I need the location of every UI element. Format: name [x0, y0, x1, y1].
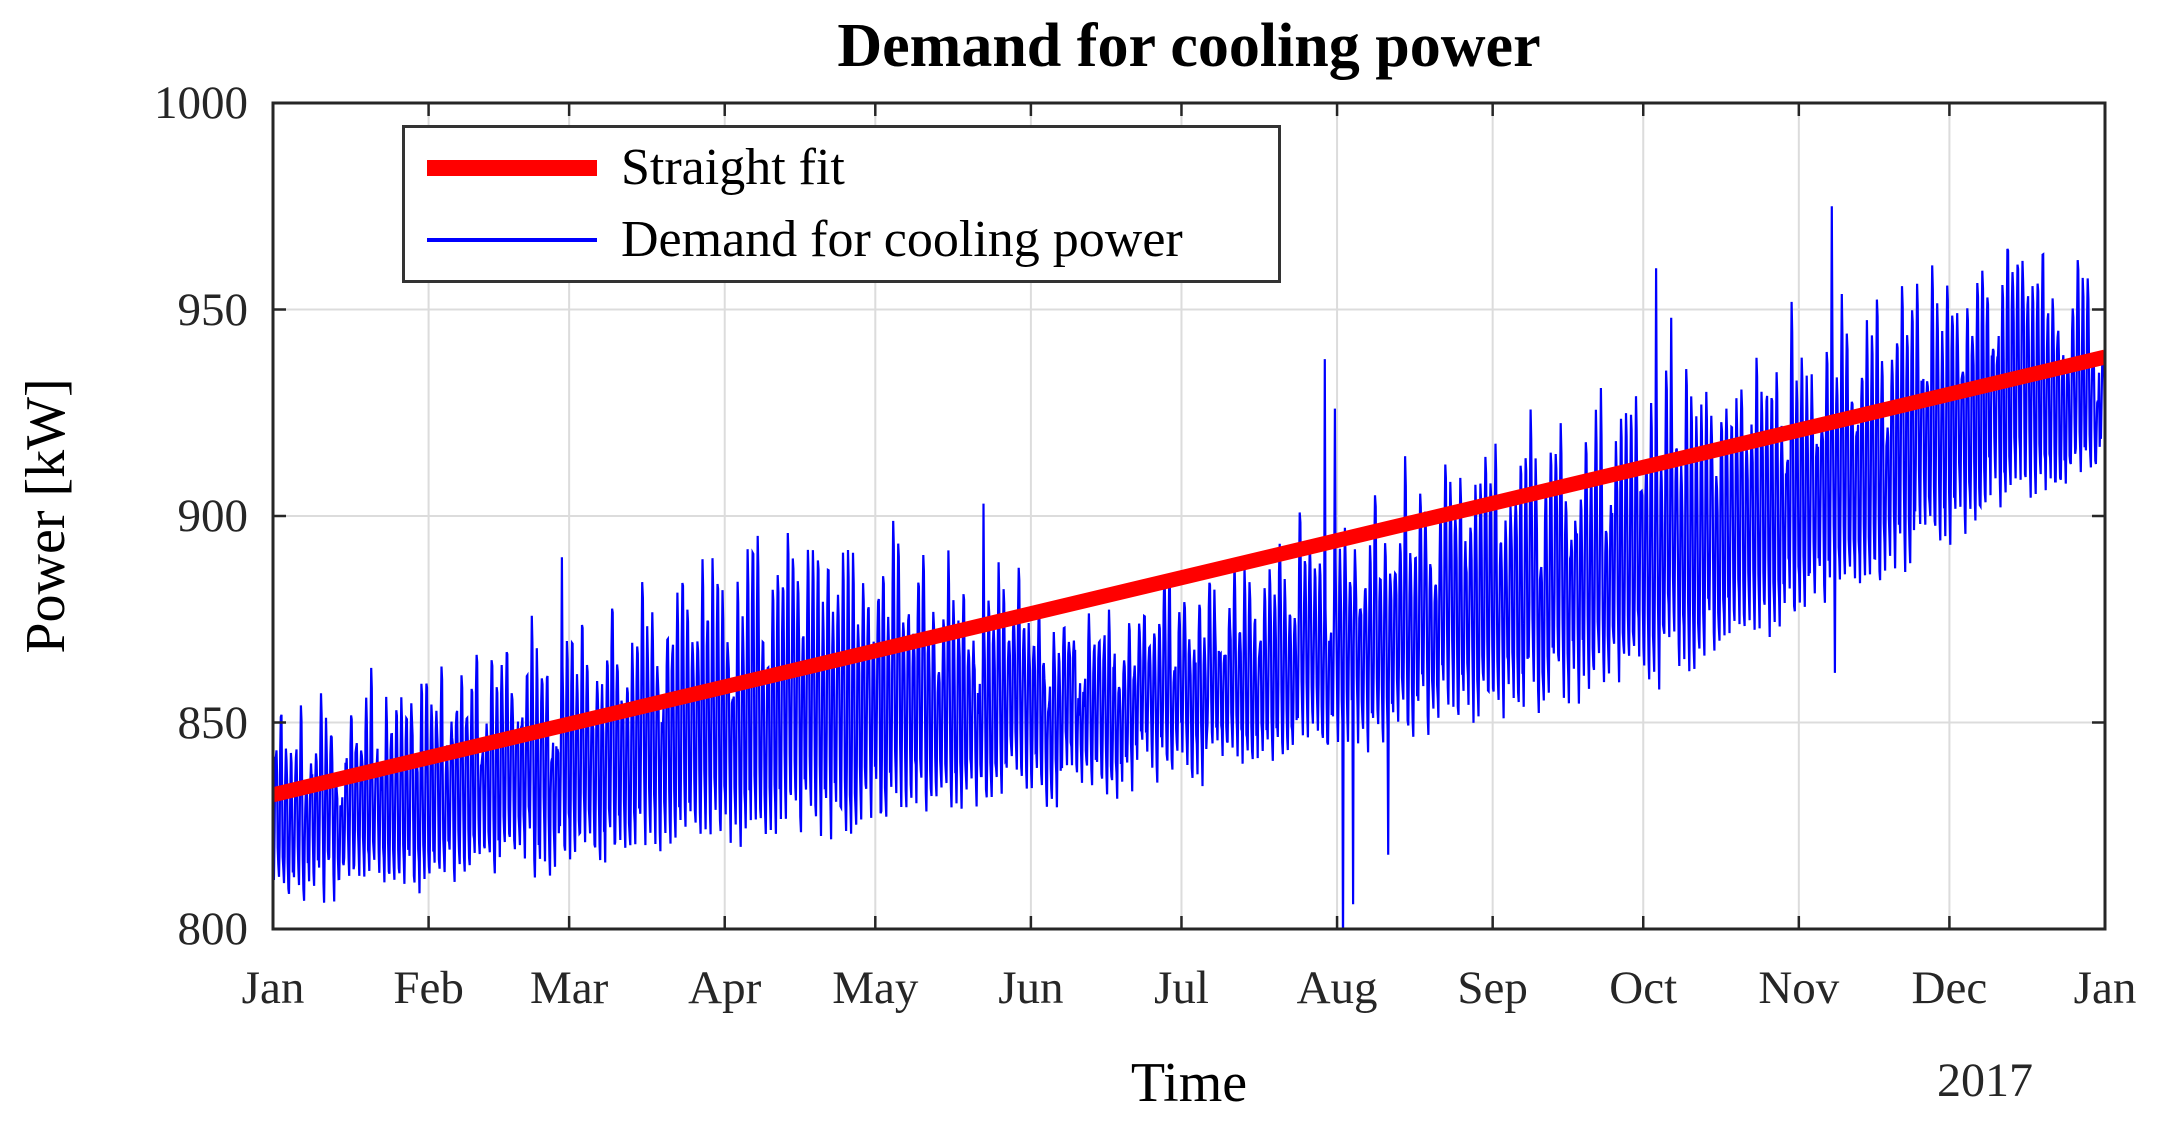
x-tick-label: Sep: [1457, 962, 1528, 1014]
x-axis-year-label: 2017: [1937, 1054, 2033, 1107]
y-tick-label: 800: [177, 903, 249, 955]
x-tick-label: May: [832, 962, 919, 1014]
x-tick-label: Oct: [1609, 962, 1678, 1014]
legend-item-straight-fit: Straight fit: [427, 137, 1278, 199]
x-tick-label: Jul: [1154, 962, 1209, 1014]
legend: Straight fit Demand for cooling power: [402, 125, 1281, 283]
y-tick-label: 950: [177, 283, 249, 336]
demand-series-line: [273, 206, 2105, 929]
legend-label-straight-fit: Straight fit: [621, 139, 845, 197]
legend-swatch-straight-fit: [427, 160, 597, 177]
y-tick-label: 850: [177, 696, 249, 749]
chart-title: Demand for cooling power: [837, 12, 1541, 80]
x-tick-label: Nov: [1758, 962, 1840, 1014]
y-tick-label: 1000: [154, 77, 248, 129]
x-axis-label: Time: [1130, 1052, 1248, 1114]
x-tick-label: Aug: [1296, 962, 1378, 1014]
x-tick-label: Apr: [688, 962, 762, 1014]
straight-fit-line: [273, 349, 2105, 803]
x-tick-label: Mar: [529, 962, 609, 1014]
y-tick-label: 900: [177, 490, 249, 542]
x-tick-label: Feb: [393, 962, 464, 1014]
x-tick-label: Dec: [1911, 962, 1988, 1014]
legend-label-demand: Demand for cooling power: [621, 210, 1183, 268]
x-tick-label: Jan: [241, 962, 305, 1014]
legend-item-demand: Demand for cooling power: [427, 209, 1278, 271]
x-tick-label: Jun: [998, 962, 1064, 1014]
x-tick-label: Jan: [2073, 962, 2137, 1014]
legend-swatch-demand: [427, 237, 597, 242]
